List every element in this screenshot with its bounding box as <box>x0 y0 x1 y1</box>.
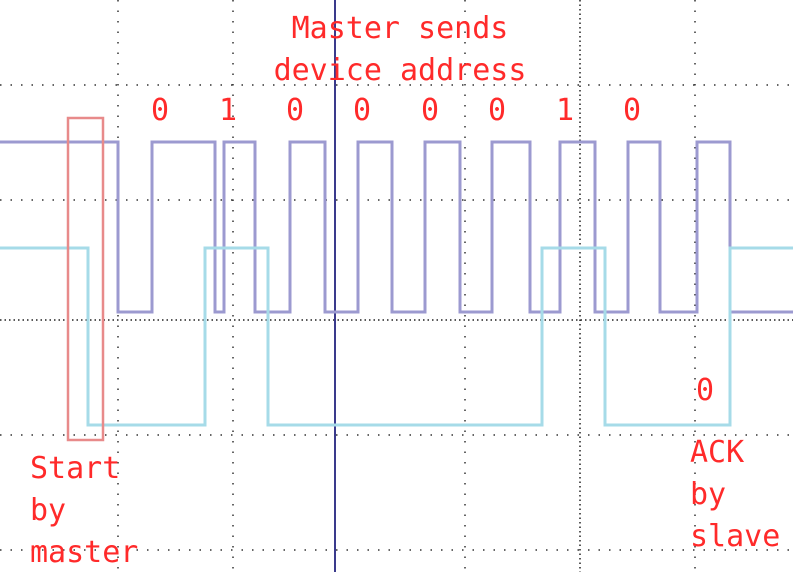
ack-label: ACK <box>690 435 744 470</box>
bit-label: 0 <box>623 93 641 128</box>
start-label: Start <box>30 451 120 486</box>
bit-label: 0 <box>151 93 169 128</box>
start-label: master <box>30 535 138 570</box>
bit-label: 0 <box>353 93 371 128</box>
title-line: Master sends <box>292 11 509 46</box>
start-label: by <box>30 493 66 528</box>
bit-label: 0 <box>286 93 304 128</box>
title-line: device address <box>274 53 527 88</box>
ack-label: slave <box>690 519 780 554</box>
ack-bit: 0 <box>696 373 714 408</box>
bit-label: 0 <box>421 93 439 128</box>
bit-label: 0 <box>488 93 506 128</box>
bit-label: 1 <box>556 93 574 128</box>
bit-label: 1 <box>219 93 237 128</box>
ack-label: by <box>690 477 726 512</box>
scope-screen: Master sends device address 0 1 0 0 0 0 … <box>0 0 793 572</box>
